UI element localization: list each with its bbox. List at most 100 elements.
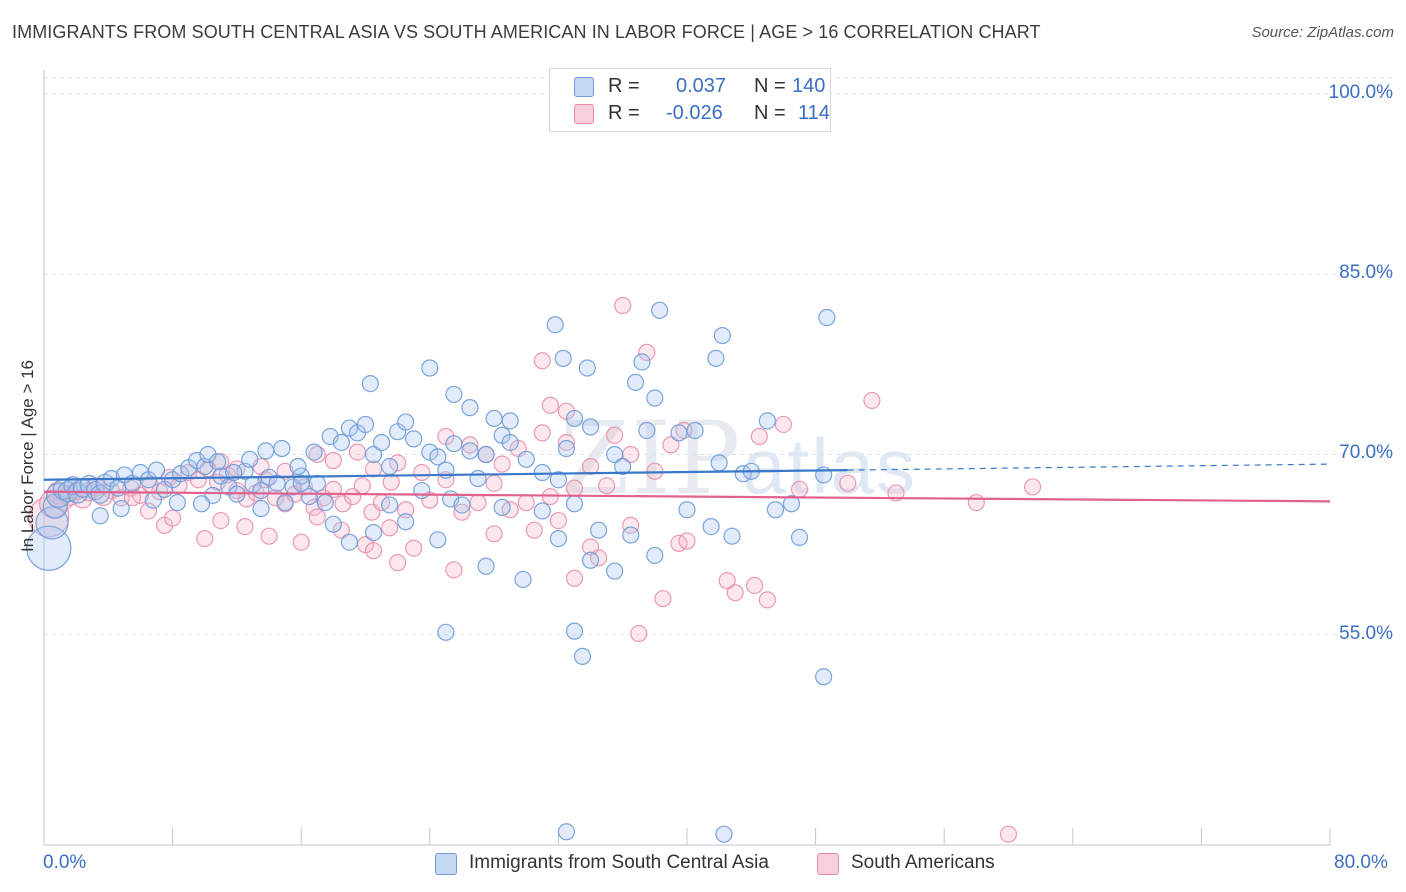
legend-r-value: -0.026: [666, 102, 723, 124]
data-point-south-central-asia: [340, 533, 359, 551]
data-point-south-central-asia: [461, 399, 479, 417]
data-point-south-central-asia: [42, 493, 68, 519]
data-point-south-central-asia: [485, 409, 503, 428]
data-point-south-americans: [405, 539, 423, 557]
data-point-south-central-asia: [581, 418, 600, 436]
legend-swatch-pink: [817, 853, 839, 875]
data-point-south-central-asia: [372, 433, 391, 452]
legend-swatch-blue: [435, 853, 457, 875]
data-point-south-americans: [389, 454, 407, 472]
x-tick-label-max: 80.0%: [1334, 852, 1388, 873]
data-point-south-americans: [308, 445, 326, 464]
data-point-south-central-asia: [818, 308, 836, 327]
data-point-south-americans: [750, 427, 768, 446]
data-point-south-americans: [389, 554, 407, 572]
data-point-south-central-asia: [713, 326, 731, 345]
data-point-south-americans: [598, 477, 616, 495]
data-point-south-americans: [260, 527, 278, 545]
data-point-south-central-asia: [332, 433, 350, 452]
data-point-south-central-asia: [421, 359, 439, 377]
data-point-south-central-asia: [606, 445, 624, 464]
data-point-south-americans: [381, 519, 399, 537]
data-point-south-central-asia: [477, 445, 495, 464]
data-point-south-central-asia: [573, 647, 592, 665]
data-point-south-americans: [565, 569, 584, 587]
data-point-south-central-asia: [324, 515, 342, 533]
data-point-south-americans: [790, 480, 809, 498]
x-tick-label-min: 0.0%: [43, 852, 87, 873]
y-tick-label: 100.0%: [1328, 82, 1393, 104]
data-point-south-central-asia: [289, 457, 307, 476]
data-point-south-americans: [863, 391, 881, 410]
data-point-south-central-asia: [589, 521, 608, 539]
data-point-south-central-asia: [147, 461, 166, 479]
data-point-south-central-asia: [429, 531, 447, 549]
data-point-south-americans: [614, 296, 632, 315]
legend-n-value: 140: [792, 75, 826, 97]
data-point-south-central-asia: [702, 517, 720, 536]
data-point-south-central-asia: [581, 551, 600, 569]
data-point-south-americans: [581, 457, 600, 476]
data-point-south-central-asia: [192, 495, 211, 513]
legend-n-value: 114: [798, 102, 830, 124]
data-point-south-americans: [164, 509, 182, 527]
data-point-south-central-asia: [316, 493, 334, 512]
data-point-south-americans: [493, 455, 511, 473]
y-tick-label: 55.0%: [1339, 622, 1393, 644]
data-point-south-central-asia: [606, 562, 624, 580]
data-point-south-americans: [485, 525, 503, 543]
legend-r-label: R =: [608, 75, 640, 97]
data-point-south-central-asia: [646, 546, 664, 565]
south-americans-points: [28, 296, 1042, 843]
data-point-south-americans: [967, 493, 985, 512]
legend-swatch-blue: [574, 77, 594, 97]
data-point-south-central-asia: [501, 412, 519, 430]
data-point-south-americans: [654, 590, 672, 608]
data-point-south-central-asia: [549, 530, 568, 548]
data-point-south-americans: [212, 511, 230, 530]
data-point-south-central-asia: [758, 412, 776, 430]
data-point-south-central-asia: [437, 623, 455, 641]
data-point-south-americans: [445, 561, 463, 579]
data-point-south-central-asia: [268, 474, 286, 492]
data-point-south-central-asia: [469, 469, 487, 488]
data-point-south-central-asia: [35, 506, 69, 540]
data-point-south-americans: [745, 576, 764, 595]
legend-swatch-pink: [574, 104, 594, 124]
data-point-south-central-asia: [686, 421, 704, 440]
data-point-south-americans: [139, 502, 158, 520]
chart-title: IMMIGRANTS FROM SOUTH CENTRAL ASIA VS SO…: [12, 22, 1041, 42]
data-point-south-central-asia: [413, 481, 431, 500]
data-point-south-central-asia: [546, 316, 564, 334]
data-point-south-americans: [541, 396, 559, 414]
data-point-south-americans: [839, 474, 857, 492]
data-point-south-central-asia: [477, 557, 495, 575]
data-point-south-americans: [453, 503, 471, 521]
data-point-south-central-asia: [638, 421, 656, 440]
data-point-south-central-asia: [557, 823, 576, 841]
data-point-south-central-asia: [514, 570, 532, 589]
data-point-south-central-asia: [168, 493, 187, 512]
legend-r-value: 0.037: [676, 75, 727, 97]
data-point-south-central-asia: [381, 496, 399, 514]
trend-line-extension-south-central-asia: [847, 463, 1331, 471]
data-point-south-americans: [292, 533, 310, 551]
data-point-south-central-asia: [364, 523, 383, 542]
data-point-south-americans: [533, 352, 551, 370]
data-point-south-central-asia: [766, 501, 785, 519]
data-point-south-americans: [517, 493, 535, 512]
data-point-south-central-asia: [633, 353, 651, 371]
data-point-south-central-asia: [622, 526, 640, 544]
source-credit: Source: ZipAtlas.com: [1251, 24, 1394, 41]
data-point-south-central-asia: [199, 445, 217, 464]
data-point-south-central-asia: [91, 507, 109, 525]
data-point-south-central-asia: [707, 349, 725, 367]
data-point-south-americans: [485, 474, 503, 492]
y-axis-label: In Labor Force | Age > 16: [18, 359, 37, 553]
data-point-south-americans: [533, 424, 551, 442]
data-point-south-central-asia: [209, 453, 227, 471]
data-point-south-central-asia: [493, 498, 511, 516]
data-point-south-americans: [662, 436, 680, 454]
data-point-south-americans: [774, 415, 793, 434]
